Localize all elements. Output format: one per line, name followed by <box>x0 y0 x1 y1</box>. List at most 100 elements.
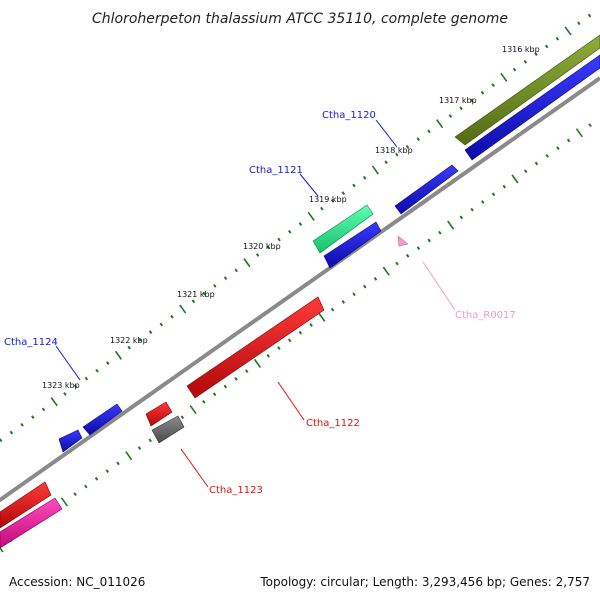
inner-tick <box>416 246 421 251</box>
outer-tick <box>127 345 131 350</box>
feature-blue-large[interactable] <box>464 54 600 161</box>
outer-tick <box>555 36 560 41</box>
outer-tick <box>307 211 315 221</box>
inner-tick <box>534 161 539 166</box>
outer-tick <box>179 304 187 314</box>
feature-olive-large[interactable] <box>454 34 600 146</box>
outer-tick <box>459 106 463 111</box>
inner-tick <box>298 330 303 335</box>
inner-tick <box>73 492 77 497</box>
outer-tick <box>405 144 410 149</box>
gene-label-ctha-r0017[interactable]: Ctha_R0017 <box>455 310 516 321</box>
inner-tick <box>245 369 249 374</box>
outer-tick <box>202 291 206 296</box>
accession-text: Accession: NC_011026 <box>9 575 145 589</box>
outer-tick <box>330 199 335 203</box>
outer-tick <box>223 276 228 280</box>
outer-tick <box>41 407 46 412</box>
inner-tick <box>105 469 110 473</box>
outer-tick <box>448 114 453 118</box>
inner-tick <box>363 284 367 289</box>
inner-tick <box>491 192 496 197</box>
leader-ctha-1120 <box>375 119 398 148</box>
outer-tick <box>523 60 528 64</box>
outer-tick <box>73 384 78 389</box>
kbp-label-1320: 1320 kbp <box>243 242 281 251</box>
feature-pink-lower-left[interactable] <box>0 497 63 549</box>
feature-ctha-1124-a[interactable] <box>82 403 123 436</box>
feature-ctha-1122[interactable] <box>186 296 325 399</box>
outer-tick <box>213 283 217 288</box>
gene-label-ctha-1124[interactable]: Ctha_1124 <box>4 337 58 348</box>
inner-tick <box>447 220 455 230</box>
inner-tick <box>223 384 228 389</box>
outer-tick <box>234 268 238 273</box>
genome-title: Chloroherpeton thalassium ATCC 35110, co… <box>92 11 508 27</box>
inner-tick <box>148 438 152 443</box>
inner-tick <box>523 169 528 174</box>
outer-tick <box>9 430 14 435</box>
feature-ctha-1120[interactable] <box>394 164 459 215</box>
inner-tick <box>373 276 378 281</box>
inner-tick <box>575 128 583 138</box>
outer-tick <box>31 415 35 419</box>
inner-tick <box>180 415 185 420</box>
outer-tick <box>277 237 281 242</box>
inner-tick <box>382 266 390 276</box>
inner-tick <box>588 123 592 127</box>
outer-tick <box>395 152 399 157</box>
inner-tick <box>405 253 410 258</box>
inner-tick <box>309 323 313 327</box>
feature-ctha-r0017[interactable] <box>397 235 409 247</box>
inner-tick <box>60 497 68 507</box>
outer-tick <box>63 392 67 396</box>
outer-tick-row <box>0 13 592 443</box>
inner-tick <box>202 400 206 404</box>
inner-tick <box>253 358 262 368</box>
kbp-label-1318: 1318 kbp <box>375 146 413 155</box>
outer-tick <box>106 361 110 365</box>
outer-tick <box>352 183 356 188</box>
outer-tick <box>577 21 581 26</box>
leader-ctha-1121 <box>299 173 319 197</box>
outer-tick <box>416 137 420 141</box>
gene-label-ctha-1123[interactable]: Ctha_1123 <box>209 485 263 496</box>
feature-ctha-1124-b[interactable] <box>58 429 83 453</box>
outer-tick <box>0 438 3 443</box>
kbp-label-1319: 1319 kbp <box>309 195 347 204</box>
outer-tick <box>50 397 58 407</box>
kbp-label-1323: 1323 kbp <box>42 381 80 390</box>
inner-tick <box>566 138 571 143</box>
gene-label-ctha-1120[interactable]: Ctha_1120 <box>322 110 376 121</box>
inner-tick <box>0 546 4 553</box>
inner-tick <box>189 405 197 415</box>
inner-tick <box>116 461 120 466</box>
inner-tick <box>511 174 519 184</box>
outer-tick <box>266 245 271 250</box>
outer-tick <box>20 422 24 427</box>
inner-tick <box>234 376 238 381</box>
outer-tick <box>243 258 251 268</box>
outer-tick <box>500 72 508 82</box>
genome-backbone <box>0 76 600 503</box>
leader-ctha-1124 <box>55 345 81 381</box>
outer-tick <box>288 229 292 234</box>
feature-ctha-1123-red[interactable] <box>145 401 173 427</box>
outer-tick <box>320 206 324 211</box>
gene-label-ctha-1121[interactable]: Ctha_1121 <box>249 165 303 176</box>
kbp-label-1316: 1316 kbp <box>502 45 540 54</box>
leader-ctha-1122 <box>277 381 305 421</box>
gene-label-ctha-1122[interactable]: Ctha_1122 <box>306 418 360 429</box>
outer-tick <box>170 314 174 319</box>
inner-tick <box>545 153 549 158</box>
inner-tick <box>427 238 431 243</box>
feature-ctha-1121[interactable] <box>312 204 374 254</box>
topology-text: Topology: circular; Length: 3,293,456 bp… <box>259 575 590 589</box>
feature-blue-mid[interactable] <box>323 221 382 269</box>
kbp-label-1322: 1322 kbp <box>110 336 148 345</box>
outer-tick <box>544 44 549 49</box>
inner-tick <box>277 346 281 350</box>
feature-red-lower-left[interactable] <box>0 481 52 529</box>
feature-ctha-1123-gray[interactable] <box>151 415 185 444</box>
